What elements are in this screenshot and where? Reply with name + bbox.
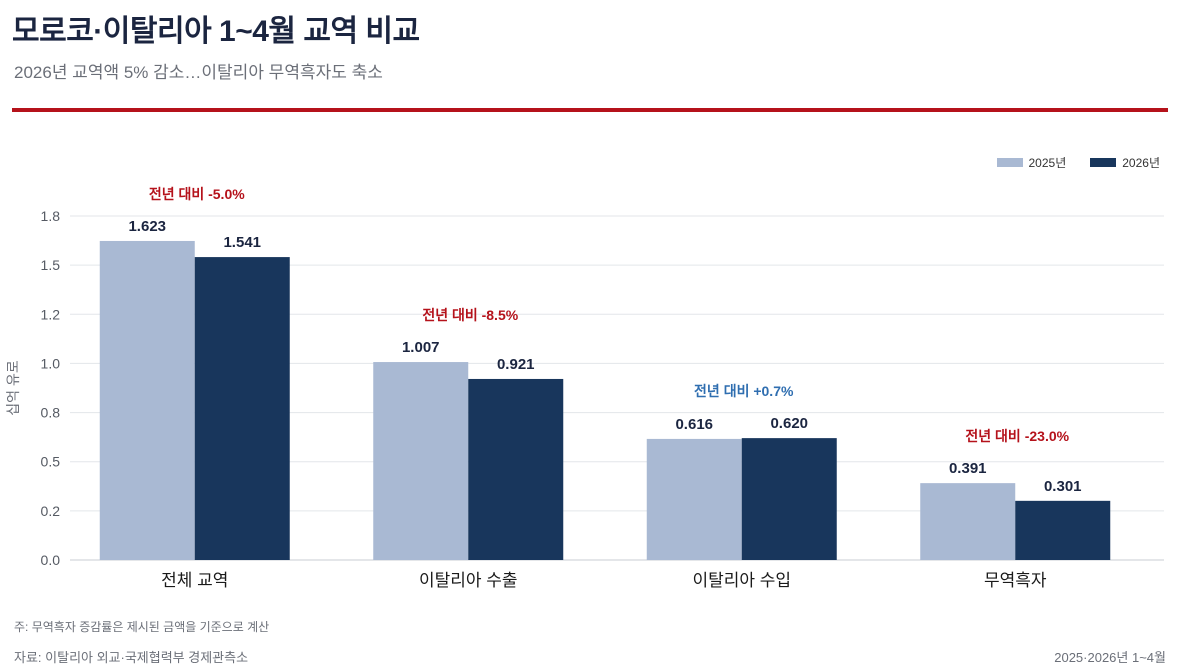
data-label: 0.301 bbox=[1044, 478, 1082, 495]
change-annotation: 전년 대비 -8.5% bbox=[422, 307, 518, 323]
legend-label-2025: 2025년 bbox=[1028, 156, 1067, 170]
change-annotation: 전년 대비 -23.0% bbox=[965, 428, 1069, 444]
chart-subtitle: 2026년 교역액 5% 감소…이탈리아 무역흑자도 축소 bbox=[14, 63, 383, 82]
y-tick-label: 1.5 bbox=[41, 257, 61, 273]
bar bbox=[920, 483, 1016, 560]
data-label: 0.616 bbox=[675, 416, 713, 433]
legend-item-2025: 2025년 bbox=[996, 154, 1067, 171]
legend-swatch-2026 bbox=[1090, 158, 1117, 167]
y-tick-label: 1.0 bbox=[41, 355, 61, 371]
bar bbox=[646, 438, 742, 560]
bar bbox=[373, 362, 469, 560]
change-annotation: 전년 대비 +0.7% bbox=[694, 383, 794, 399]
bar bbox=[194, 257, 290, 560]
change-annotation: 전년 대비 -5.0% bbox=[149, 186, 245, 202]
y-tick-label: 0.8 bbox=[41, 405, 61, 421]
chart-title: 모로코·이탈리아 1~4월 교역 비교 bbox=[12, 15, 420, 48]
y-tick-label: 0.0 bbox=[41, 552, 61, 568]
x-tick-label: 이탈리아 수출 bbox=[419, 571, 518, 590]
legend: 2025년 2026년 bbox=[996, 154, 1160, 171]
legend-swatch-2025 bbox=[996, 158, 1023, 167]
data-label: 0.921 bbox=[497, 356, 535, 373]
data-label: 1.623 bbox=[128, 218, 166, 235]
x-tick-label: 전체 교역 bbox=[161, 571, 228, 590]
x-tick-label: 무역흑자 bbox=[984, 571, 1047, 590]
bar bbox=[741, 438, 837, 560]
legend-item-2026: 2026년 bbox=[1090, 154, 1160, 171]
x-tick-label: 이탈리아 수입 bbox=[692, 571, 791, 590]
accent-rule bbox=[12, 108, 1168, 112]
bar bbox=[1015, 500, 1111, 560]
data-label: 0.391 bbox=[949, 460, 987, 477]
data-label: 1.541 bbox=[223, 234, 261, 251]
bar bbox=[468, 378, 564, 560]
legend-label-2026: 2026년 bbox=[1122, 156, 1160, 170]
data-label: 0.620 bbox=[770, 415, 808, 432]
y-tick-label: 0.5 bbox=[41, 454, 61, 470]
y-axis-label: 십억 유로 bbox=[5, 360, 21, 416]
y-tick-label: 1.8 bbox=[41, 208, 61, 224]
y-tick-label: 0.2 bbox=[41, 503, 61, 519]
source-note: 자료: 이탈리아 외교·국제협력부 경제관측소 bbox=[14, 650, 249, 665]
y-tick-label: 1.2 bbox=[41, 306, 61, 322]
footnote: 주: 무역흑자 증감률은 제시된 금액을 기준으로 계산 bbox=[14, 620, 270, 634]
data-label: 1.007 bbox=[402, 339, 440, 356]
period-note: 2025·2026년 1~4월 bbox=[1054, 650, 1166, 665]
bar bbox=[99, 240, 195, 560]
